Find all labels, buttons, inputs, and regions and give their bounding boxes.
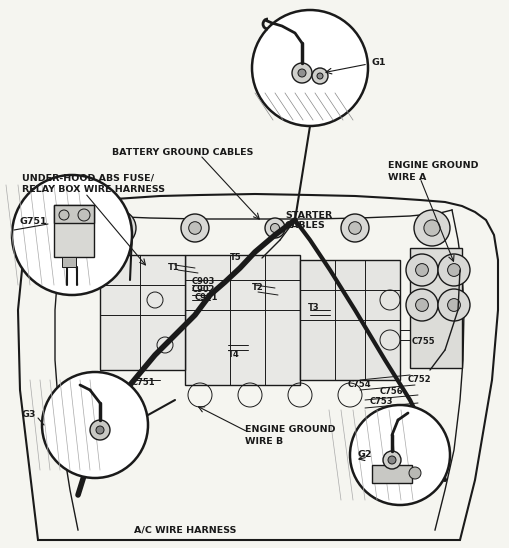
Circle shape: [90, 420, 110, 440]
Circle shape: [415, 299, 428, 311]
Text: C901: C901: [194, 294, 218, 302]
Text: C902: C902: [191, 286, 215, 294]
Text: UNDER-HOOD ABS FUSE/: UNDER-HOOD ABS FUSE/: [22, 174, 154, 182]
Circle shape: [78, 209, 90, 221]
Circle shape: [312, 68, 327, 84]
Text: C753: C753: [369, 397, 393, 407]
Circle shape: [317, 73, 322, 79]
Text: C756: C756: [379, 387, 403, 397]
Text: CABLES: CABLES: [285, 221, 325, 231]
Circle shape: [405, 289, 437, 321]
Circle shape: [270, 224, 279, 232]
Text: A/C WIRE HARNESS: A/C WIRE HARNESS: [133, 526, 236, 534]
Circle shape: [341, 214, 369, 242]
Circle shape: [109, 220, 126, 236]
Text: ENGINE GROUND: ENGINE GROUND: [244, 425, 335, 435]
Circle shape: [437, 289, 469, 321]
Text: ENGINE GROUND: ENGINE GROUND: [387, 161, 477, 169]
Bar: [100, 255, 185, 370]
Circle shape: [251, 10, 367, 126]
Text: T2: T2: [251, 283, 263, 292]
Circle shape: [100, 210, 136, 246]
Text: RELAY BOX WIRE HARNESS: RELAY BOX WIRE HARNESS: [22, 186, 165, 195]
Circle shape: [408, 467, 420, 479]
Circle shape: [415, 264, 428, 276]
Text: C752: C752: [407, 375, 431, 385]
Circle shape: [42, 372, 148, 478]
Circle shape: [265, 218, 285, 238]
Circle shape: [59, 210, 69, 220]
Text: G3: G3: [22, 410, 36, 420]
Circle shape: [188, 222, 201, 235]
Circle shape: [12, 175, 132, 295]
Circle shape: [413, 210, 449, 246]
Text: WIRE B: WIRE B: [244, 437, 282, 447]
Circle shape: [349, 405, 449, 505]
Bar: [54, 205, 94, 257]
Circle shape: [437, 254, 469, 286]
Circle shape: [405, 254, 437, 286]
Circle shape: [292, 63, 312, 83]
Text: T4: T4: [228, 351, 239, 359]
Bar: [62, 257, 76, 267]
Text: T5: T5: [230, 254, 241, 262]
Text: G1: G1: [371, 58, 386, 66]
Circle shape: [387, 456, 395, 464]
Bar: [371, 465, 411, 483]
Text: C754: C754: [347, 380, 371, 390]
Circle shape: [297, 69, 305, 77]
Text: T3: T3: [307, 304, 319, 312]
Circle shape: [423, 220, 439, 236]
Text: G751: G751: [20, 218, 47, 226]
Circle shape: [181, 214, 209, 242]
Circle shape: [382, 451, 400, 469]
Circle shape: [348, 222, 360, 235]
Text: G2: G2: [357, 450, 372, 460]
Text: STARTER: STARTER: [285, 210, 331, 220]
Bar: [299, 260, 399, 380]
Circle shape: [96, 426, 104, 434]
Bar: [185, 255, 299, 385]
Text: BATTERY GROUND CABLES: BATTERY GROUND CABLES: [112, 147, 253, 157]
Text: T1: T1: [167, 264, 179, 272]
Text: C903: C903: [191, 277, 215, 287]
Polygon shape: [18, 194, 497, 540]
Text: C755: C755: [411, 338, 435, 346]
Circle shape: [447, 264, 460, 276]
Bar: [54, 205, 94, 223]
Bar: [409, 248, 461, 368]
Text: WIRE A: WIRE A: [387, 173, 426, 181]
Circle shape: [447, 299, 460, 311]
Text: C751: C751: [132, 379, 155, 387]
